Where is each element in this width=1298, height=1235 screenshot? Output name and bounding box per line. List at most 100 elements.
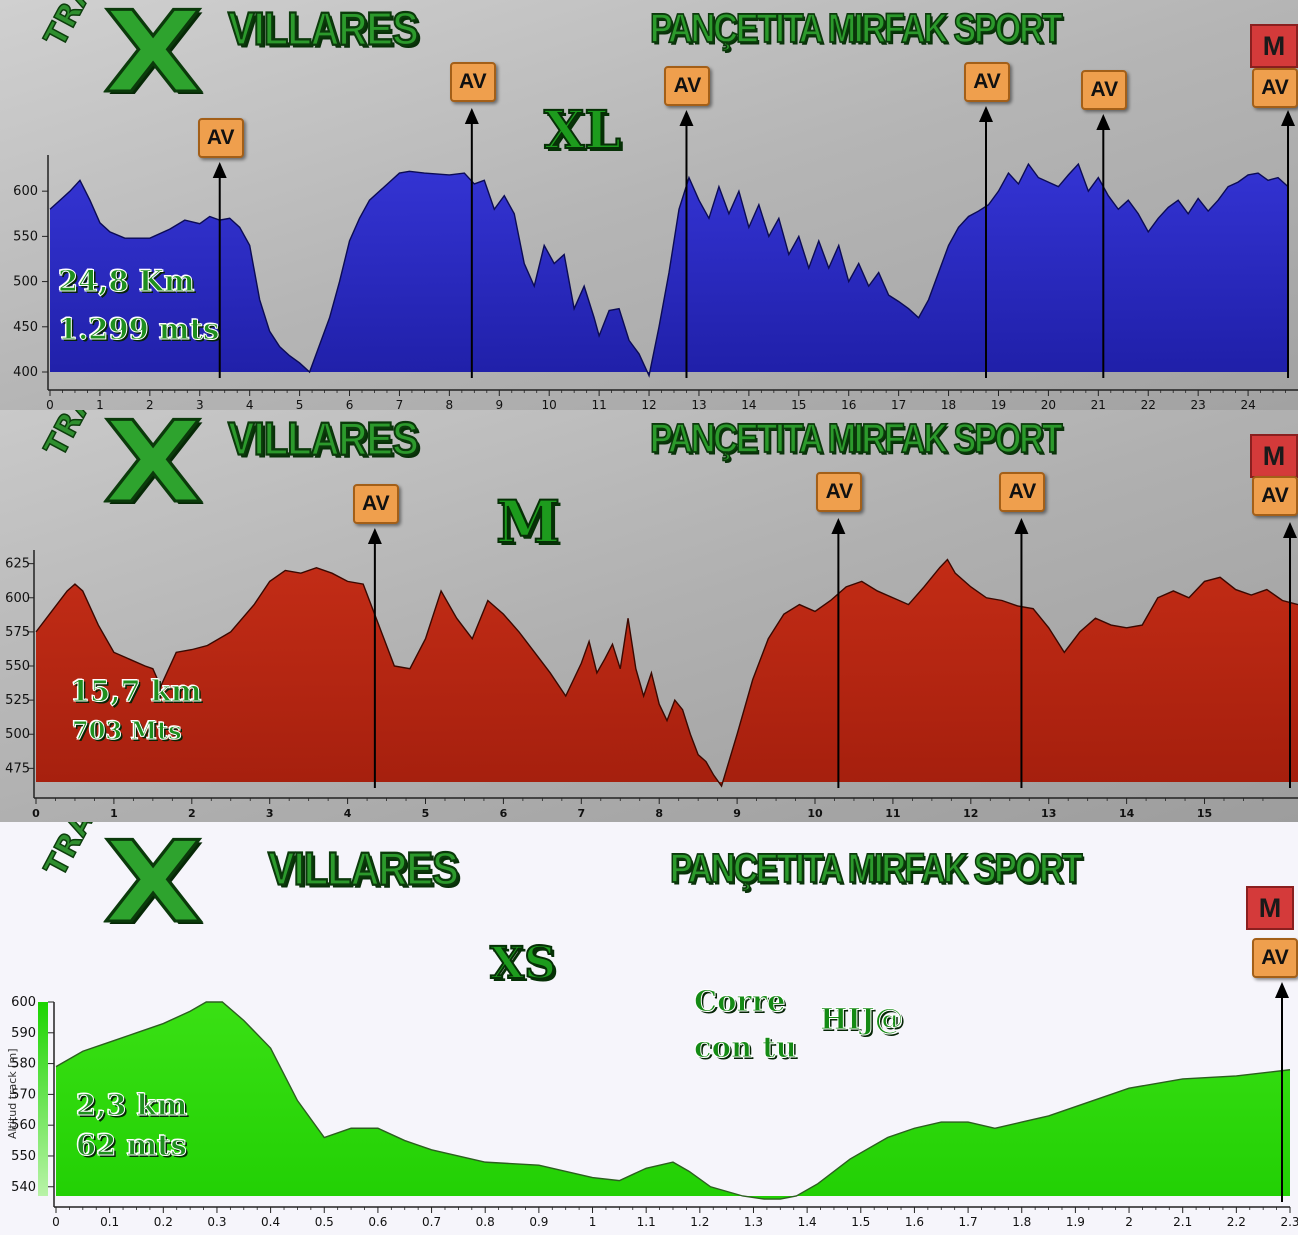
aid-station-marker-icon: AV [1081,70,1128,110]
x-tick-label: 8 [446,398,454,410]
y-tick-label: 575 [5,625,30,640]
elevation-line [55,1001,1291,1200]
y-tick-label: 625 [5,557,30,572]
x-tick-label: 14 [1119,807,1135,820]
elevation-stat: 703 Mts [72,716,183,746]
x-tick-label: 0.2 [154,1215,173,1229]
x-tick-label: 9 [733,807,741,820]
x-tick-label: 0.1 [100,1215,119,1229]
x-tick-label: 12 [641,398,656,410]
x-tick-label: 0 [46,398,54,410]
x-tick-label: 7 [577,807,585,820]
x-tick-label: 2 [188,807,196,820]
x-tick-label: 4 [246,398,254,410]
x-tick-label: 5 [422,807,430,820]
promo-hij: HIJ@ [820,1002,905,1037]
x-tick-label: 11 [591,398,606,410]
aid-station-arrowhead [679,110,694,126]
x-tick-label: 0.3 [207,1215,226,1229]
aid-station-marker-icon: AV [1252,68,1298,108]
x-tick-label: 8 [655,807,663,820]
x-tick-label: 15 [791,398,806,410]
distance-stat: 15,7 km [70,674,203,709]
finish-marker-icon: M [1250,434,1298,478]
x-tick-label: 12 [963,807,978,820]
x-tick-label: 3 [266,807,274,820]
y-tick-label: 570 [11,1087,36,1102]
logo-x-letter: X [102,0,205,120]
x-tick-label: 1 [589,1215,597,1229]
y-tick-label: 600 [11,995,36,1010]
distance-stat: 2,3 km [75,1088,188,1123]
x-tick-label: 14 [741,398,756,410]
brand-villares: VILLARES [267,843,460,896]
x-tick-label: 1.7 [959,1215,978,1229]
brand-villares: VILLARES [227,3,420,56]
aid-station-arrowhead [831,518,846,534]
x-tick-label: 13 [1041,807,1056,820]
elevation-area [56,1002,1290,1200]
aid-station-arrowhead [979,106,993,122]
aid-station-arrowhead [367,528,382,544]
aid-station-marker-icon: AV [449,62,496,102]
x-tick-label: 0 [32,807,40,820]
elevation-stat: 1.299 mts [57,312,220,347]
sponsor-title: PANÇETITA MIRFAK SPORT [669,845,1083,892]
x-tick-label: 0.7 [422,1215,441,1229]
elevation-line [49,162,1289,378]
y-tick-label: 475 [5,761,30,776]
distance-title: XL [543,99,622,162]
aid-station-marker-icon: AV [1252,476,1298,516]
x-tick-label: 7 [396,398,404,410]
aid-station-marker-icon: AV [964,62,1010,102]
elevation-area [36,559,1298,787]
brand-villares: VILLARES [227,413,420,466]
aid-station-arrowhead [464,108,479,124]
x-tick-label: 21 [1091,398,1106,410]
y-tick-label: 550 [13,229,38,244]
x-tick-label: 0.8 [476,1215,495,1229]
x-tick-label: 24 [1240,398,1255,410]
xs-plot: Altitud track [m] 540 550 560 570 580 590 600 0 0… [6,982,1298,1229]
x-tick-label: 16 [841,398,856,410]
x-tick-label: 18 [941,398,956,410]
x-tick-label: 1 [110,807,118,820]
distance-title: M [495,487,561,557]
trail-x-logo: TRAIL X [37,410,218,530]
promo-corre: Corre [693,984,786,1019]
aid-station-arrowhead [212,162,227,178]
elevation-line [35,558,1298,788]
x-tick-label: 1.6 [905,1215,924,1229]
elevation-area [50,164,1289,376]
x-tick-label: 15 [1197,807,1212,820]
xs-chart-svg: Altitud track [m] 540 550 560 570 580 590 600 0 0… [0,822,1298,1235]
y-tick-label: 600 [13,184,38,199]
x-tick-label: 10 [542,398,557,410]
x-tick-label: 11 [885,807,900,820]
y-tick-label: 550 [11,1149,36,1164]
x-tick-label: 10 [807,807,823,820]
y-tick-label: 500 [13,275,38,290]
trail-x-logo: TRAIL X [37,0,218,120]
y-axis-label: Altitud track [m] [6,1048,19,1139]
x-tick-label: 2.2 [1227,1215,1246,1229]
x-tick-label: 6 [500,807,508,820]
xs-panel: Altitud track [m] 540 550 560 570 580 590 600 0 0… [0,822,1298,1235]
elevation-stat: 62 mts [76,1128,188,1163]
y-tick-label: 500 [5,727,30,742]
x-tick-label: 2 [1125,1215,1133,1229]
x-tick-label: 23 [1191,398,1206,410]
sponsor-title: PANÇETITA MIRFAK SPORT [649,415,1063,462]
y-tick-label: 590 [11,1026,36,1041]
y-axis-band [38,1002,48,1196]
x-tick-label: 3 [196,398,204,410]
aid-station-marker-icon: AV [999,472,1046,512]
sponsor-title: PANÇETITA MIRFAK SPORT [649,5,1063,52]
aid-station-marker-icon: AV [664,66,711,106]
x-tick-label: 0.6 [368,1215,387,1229]
x-tick-label: 0.5 [315,1215,334,1229]
x-tick-label: 0.9 [529,1215,548,1229]
x-tick-label: 2 [146,398,154,410]
